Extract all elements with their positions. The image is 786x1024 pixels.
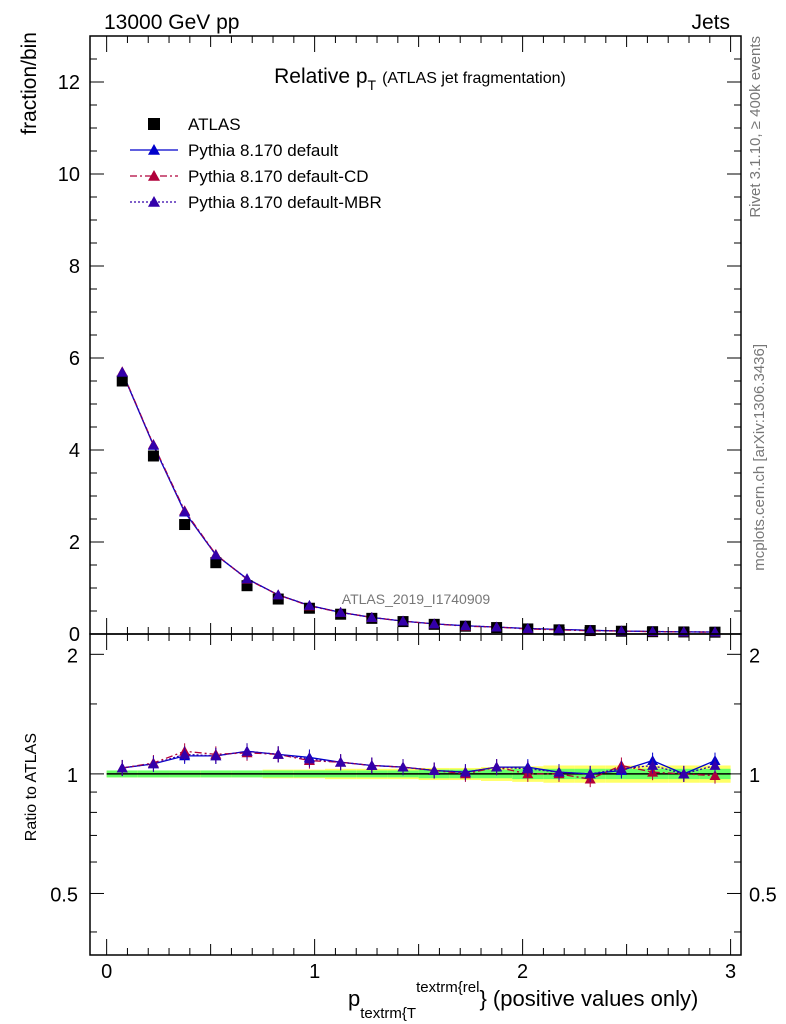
x-tick-label: 1 — [309, 961, 320, 983]
mc-data-point — [397, 615, 409, 626]
legend-entry-label: Pythia 8.170 default — [188, 141, 339, 160]
y-axis-label-top: fraction/bin — [18, 32, 41, 135]
ratio-data-point — [584, 768, 596, 779]
mc-data-point — [584, 624, 596, 635]
mc-data-point — [179, 506, 191, 517]
y-axis-label-ratio: Ratio to ATLAS — [23, 733, 40, 841]
ratio-data-point — [397, 761, 409, 772]
ratio-y-tick-label-right: 2 — [749, 645, 760, 667]
legend-marker — [148, 196, 160, 207]
ratio-data-point — [522, 763, 534, 774]
mc-data-point — [553, 623, 565, 634]
y-tick-label: 10 — [58, 164, 80, 186]
mc-data-point — [335, 606, 347, 617]
mc-data-point — [428, 618, 440, 629]
mc-data-point — [272, 589, 284, 600]
ratio-data-point — [428, 764, 440, 775]
atlas-data-point — [179, 519, 191, 531]
y-tick-label: 8 — [69, 256, 80, 278]
ratio-data-point — [303, 753, 315, 764]
legend-entry-label: Pythia 8.170 default-MBR — [188, 193, 382, 212]
ratio-data-point — [366, 759, 378, 770]
header-left: 13000 GeV pp — [104, 11, 239, 34]
chart-title: Relative pT (ATLAS jet fragmentation) — [274, 65, 566, 93]
y-tick-label: 2 — [69, 532, 80, 554]
mc-data-point — [522, 622, 534, 633]
rivet-label: Rivet 3.1.10, ≥ 400k events — [747, 36, 764, 218]
mc-data-point — [210, 549, 222, 560]
ratio-data-point — [116, 762, 128, 773]
x-axis-label: ptextrm{Ttextrm{rel} (positive values on… — [348, 979, 698, 1022]
legend-entry-label: ATLAS — [188, 115, 241, 134]
mc-data-point — [615, 625, 627, 636]
y-tick-label: 12 — [58, 72, 80, 94]
mc-data-point — [241, 573, 253, 584]
y-tick-label: 4 — [69, 440, 80, 462]
atlas-data-point — [116, 375, 128, 387]
ratio-y-tick-label: 1 — [67, 765, 78, 787]
atlas-data-point — [210, 557, 222, 569]
ratio-data-point — [491, 761, 503, 772]
mc-data-point — [459, 620, 471, 631]
legend-marker — [148, 170, 160, 181]
ratio-data-point — [615, 763, 627, 774]
ratio-y-tick-label-right: 0.5 — [749, 884, 777, 906]
mc-data-point — [491, 621, 503, 632]
y-tick-label: 0 — [69, 624, 80, 646]
ratio-series-line-2 — [122, 750, 716, 775]
ratio-data-point — [147, 758, 159, 769]
ratio-data-point — [553, 766, 565, 777]
ratio-y-tick-label: 2 — [67, 645, 78, 667]
atlas-data-point — [147, 450, 159, 462]
mc-data-point — [116, 366, 128, 377]
ratio-y-tick-label-right: 1 — [749, 765, 760, 787]
ratio-data-point — [709, 759, 721, 770]
ratio-data-point — [335, 756, 347, 767]
ratio-data-point — [210, 750, 222, 761]
x-tick-label: 2 — [517, 961, 528, 983]
mc-data-point — [303, 599, 315, 610]
ratio-data-point — [272, 748, 284, 759]
ratio-y-tick-label: 0.5 — [50, 884, 78, 906]
x-tick-label: 3 — [725, 961, 736, 983]
ratio-data-point — [647, 759, 659, 770]
mc-data-point — [366, 611, 378, 622]
ratio-series-line-1 — [122, 750, 716, 780]
mcplots-label: mcplots.cern.ch [arXiv:1306.3436] — [751, 344, 768, 571]
header-right: Jets — [691, 11, 730, 34]
ratio-data-point — [459, 766, 471, 777]
mc-data-point — [147, 439, 159, 450]
ratio-panel-frame — [89, 633, 742, 956]
ratio-data-point — [241, 745, 253, 756]
ratio-data-point — [709, 770, 721, 781]
x-tick-label: 0 — [101, 961, 112, 983]
legend-marker — [148, 144, 160, 155]
ratio-data-point — [678, 768, 690, 779]
atlas-data-point — [241, 580, 253, 592]
ratio-data-point — [179, 748, 191, 759]
legend-entry-label: Pythia 8.170 default-CD — [188, 167, 369, 186]
legend-marker — [148, 118, 160, 130]
y-tick-label: 6 — [69, 348, 80, 370]
analysis-watermark: ATLAS_2019_I1740909 — [342, 591, 491, 607]
